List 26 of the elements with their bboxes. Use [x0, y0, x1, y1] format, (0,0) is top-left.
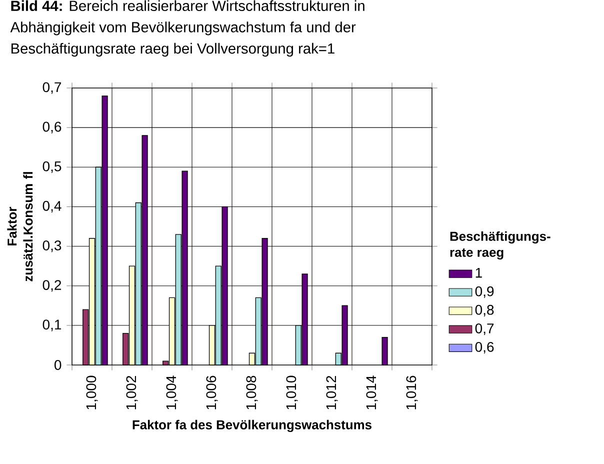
y-tick-label: 0,5 [42, 161, 62, 173]
x-tick-label: 1,012 [326, 376, 338, 410]
x-tick-label: 1,014 [366, 376, 378, 410]
x-tick-label: 1,008 [246, 376, 258, 410]
chart-title: Bild 44: Bereich realisierbarer Wirtschaftsstrukturen in Abhängigkeit vom Bevölkerungswachstum fa und der Beschäftigungsrate raeg bei Vollversorgung rak=1 [10, 0, 364, 57]
legend-label: 0,6 [475, 342, 494, 354]
legend-label: 0,7 [475, 323, 494, 336]
legend-label: 0,8 [475, 304, 494, 316]
legend-label: 1 [476, 268, 482, 278]
x-axis-title: Faktor fa des Bevölkerungswachstums [132, 420, 372, 432]
y-axis-title: Faktor zusätzl.Konsum fl [7, 172, 33, 282]
x-tick-label: 1,010 [286, 376, 298, 410]
x-tick-label: 1,006 [206, 376, 218, 410]
y-tick-label: 0,6 [42, 122, 62, 134]
legend-title: Beschäftigungs- rate raeg [450, 231, 550, 260]
x-tick-label: 1,000 [86, 376, 98, 410]
y-tick-label: 0,4 [42, 200, 62, 212]
x-tick-label: 1,016 [406, 376, 418, 410]
legend-label: 0,9 [475, 286, 494, 298]
y-tick-label: 0,1 [42, 320, 62, 332]
x-tick-label: 1,002 [126, 376, 138, 410]
y-tick-label: 0 [54, 360, 62, 370]
y-tick-label: 0,2 [42, 280, 62, 292]
y-tick-label: 0,7 [42, 82, 62, 94]
y-tick-label: 0,3 [42, 240, 62, 252]
x-tick-label: 1,004 [166, 376, 178, 410]
